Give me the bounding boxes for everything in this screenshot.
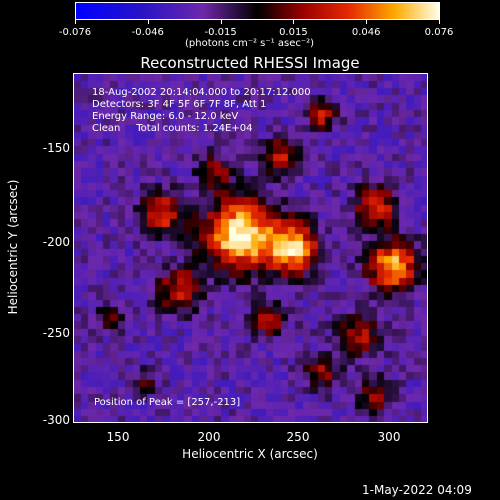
colorbar-tick-label: 0.046 xyxy=(351,27,381,38)
rhessi-image xyxy=(74,74,427,422)
colorbar-tick xyxy=(293,19,295,24)
x-axis-label: Heliocentric X (arcsec) xyxy=(182,447,318,461)
overlay-detectors: Detectors: 3F 4F 5F 6F 7F 8F, Att 1 xyxy=(92,99,267,110)
colorbar-tick-label: 0.076 xyxy=(424,27,454,38)
colorbar-tick-label: -0.015 xyxy=(204,27,237,38)
footer-date: 1-May-2022 04:09 xyxy=(362,483,472,497)
overlay-peak-position: Position of Peak = [257,-213] xyxy=(94,397,241,408)
x-tick-label: 150 xyxy=(106,430,130,444)
y-tick-label: -200 xyxy=(42,235,70,249)
colorbar-tick xyxy=(439,19,440,24)
y-axis-label: Heliocentric Y (arcsec) xyxy=(6,179,20,315)
colorbar-tick xyxy=(147,19,149,24)
overlay-energy-range: Energy Range: 6.0 - 12.0 keV xyxy=(92,111,239,122)
colorbar-tick xyxy=(220,19,222,24)
y-tick-label: -150 xyxy=(42,141,70,155)
overlay-time-range: 18-Aug-2002 20:14:04.000 to 20:17:12.000 xyxy=(92,87,311,98)
image-title: Reconstructed RHESSI Image xyxy=(140,54,360,72)
x-tick-label: 200 xyxy=(197,430,221,444)
colorbar-tick-label: -0.076 xyxy=(58,27,92,38)
x-tick-label: 250 xyxy=(286,430,310,444)
colorbar-tick xyxy=(366,19,368,24)
y-tick-label: -250 xyxy=(42,326,70,340)
colorbar xyxy=(75,2,440,20)
colorbar-tick xyxy=(75,19,76,24)
y-tick-label: -300 xyxy=(42,413,70,427)
overlay-clean-counts: Clean Total counts: 1.24E+04 xyxy=(92,123,253,134)
colorbar-unit-label: (photons cm⁻² s⁻¹ asec⁻²) xyxy=(185,38,315,49)
image-plot: 18-Aug-2002 20:14:04.000 to 20:17:12.000… xyxy=(73,73,428,423)
x-tick-label: 300 xyxy=(377,430,401,444)
colorbar-tick-label: -0.046 xyxy=(131,27,164,38)
colorbar-tick-label: 0.015 xyxy=(279,27,308,38)
